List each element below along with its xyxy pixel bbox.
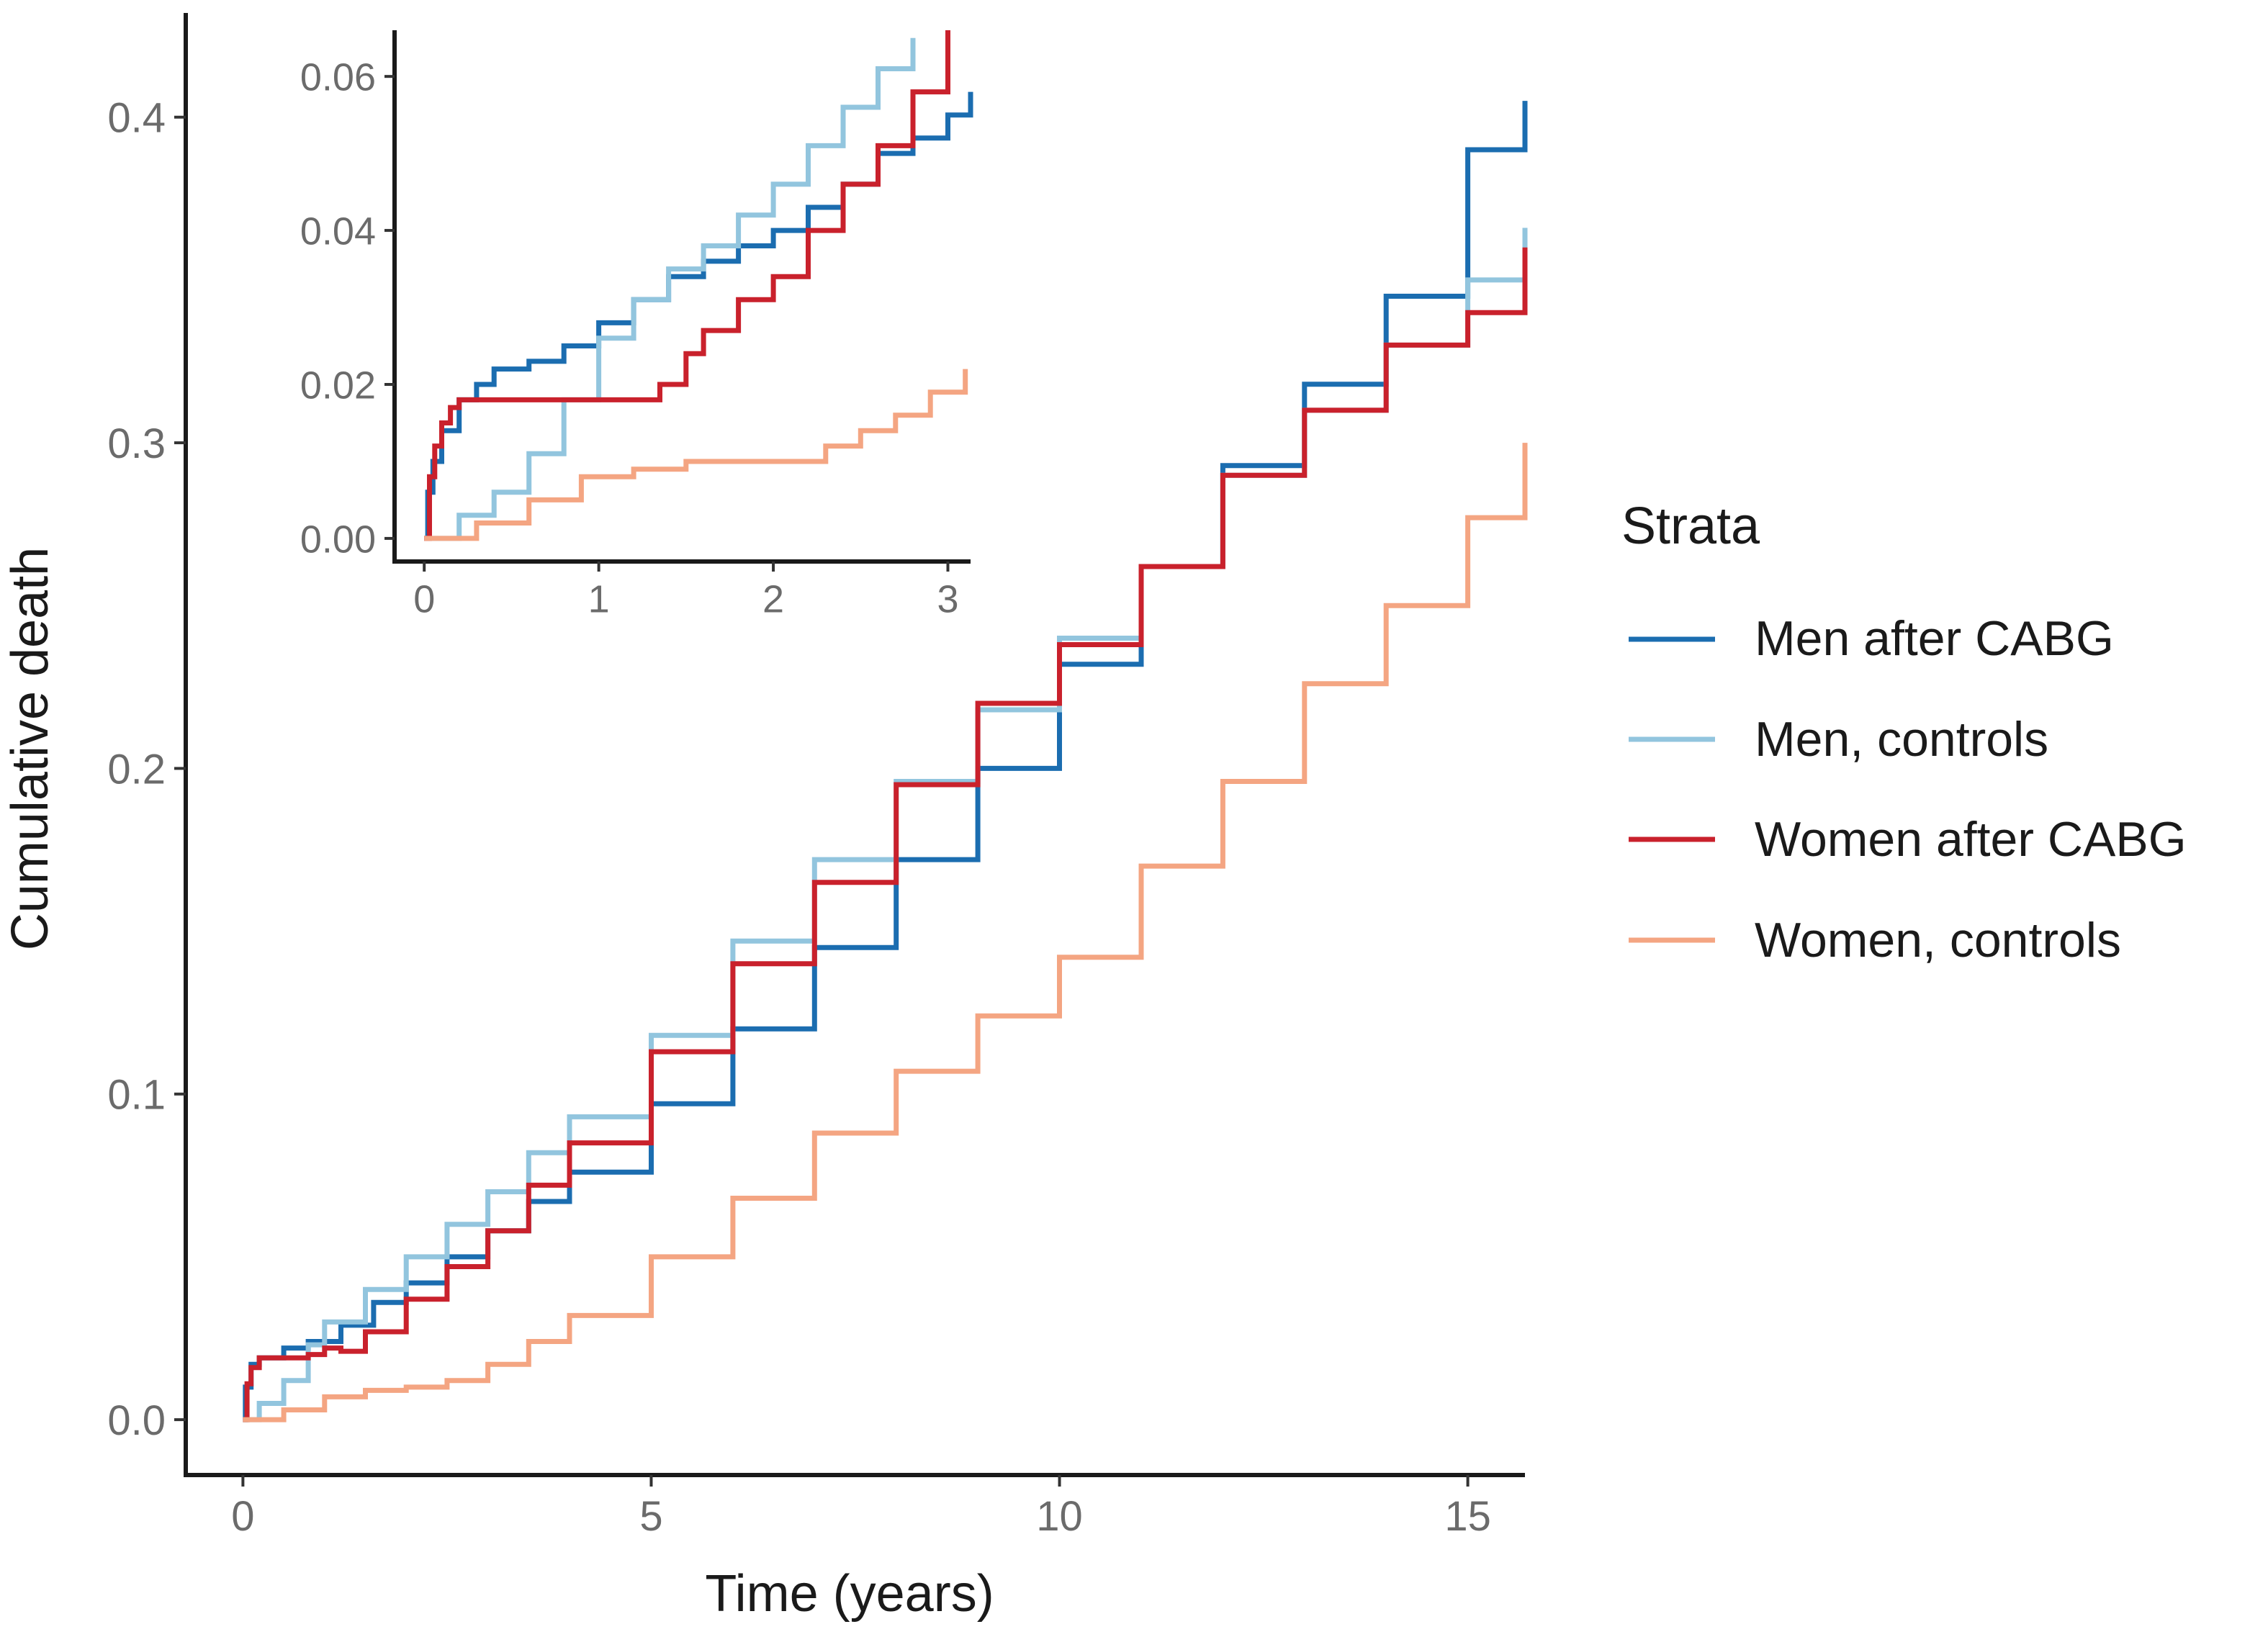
inset-x-tick-label: 0 (413, 578, 435, 621)
main-y-tick-label: 0.1 (107, 1072, 166, 1119)
inset-y-tick-label: 0.02 (300, 364, 376, 407)
inset-x-tick-label: 3 (937, 578, 958, 621)
main-y-tick-label: 0.0 (107, 1397, 166, 1444)
legend: Strata Men after CABG Men, controls Wome… (1621, 497, 2187, 968)
x-axis-title: Time (years) (705, 1565, 994, 1623)
inset-series-women-after-cabg (424, 30, 950, 541)
legend-item-men-after-cabg: Men after CABG (1629, 611, 2114, 666)
inset-series-women-controls (424, 369, 968, 541)
inset-x-ticks: 0 1 2 3 (413, 562, 959, 621)
y-axis-title: Cumulative death (1, 547, 59, 950)
main-x-tick-label: 10 (1036, 1493, 1083, 1540)
main-y-ticks: 0.0 0.1 0.2 0.3 0.4 (107, 95, 186, 1444)
inset-y-tick-label: 0.04 (300, 210, 376, 253)
main-x-ticks: 0 5 10 15 (231, 1475, 1491, 1540)
legend-item-women-controls: Women, controls (1629, 913, 2121, 968)
inset-background (392, 36, 968, 562)
inset-y-ticks: 0.00 0.02 0.04 0.06 (300, 56, 395, 561)
legend-label: Women, controls (1755, 913, 2121, 968)
inset-y-tick-label: 0.06 (300, 56, 376, 99)
inset-x-tick-label: 2 (762, 578, 784, 621)
main-y-tick-label: 0.4 (107, 95, 166, 142)
main-series-group (243, 101, 1528, 1422)
inset-x-tick-label: 1 (588, 578, 610, 621)
inset-y-tick-label: 0.00 (300, 518, 376, 561)
legend-item-women-after-cabg: Women after CABG (1629, 812, 2187, 867)
legend-item-men-controls: Men, controls (1629, 712, 2048, 767)
main-x-tick-label: 0 (231, 1493, 254, 1540)
inset-series-men-controls (424, 37, 916, 541)
main-x-tick-label: 15 (1444, 1493, 1491, 1540)
legend-label: Men after CABG (1755, 611, 2114, 666)
main-x-tick-label: 5 (639, 1493, 662, 1540)
inset-series-group (424, 30, 973, 541)
main-y-tick-label: 0.2 (107, 746, 166, 793)
main-series-women-controls (243, 443, 1528, 1422)
main-plot-panel: 0.00.10.20.30.4 0 5 10 15 Time (years) Cumu… (1, 13, 1528, 1623)
inset-plot-panel: 0.00 0.02 0.04 0.06 0 1 2 3 (300, 30, 973, 621)
main-y-tick-label: 0.3 (107, 420, 166, 467)
legend-label: Men, controls (1755, 712, 2048, 767)
legend-label: Women after CABG (1755, 812, 2187, 867)
legend-title: Strata (1621, 497, 1760, 555)
main-series-women-after-cabg (243, 247, 1528, 1422)
